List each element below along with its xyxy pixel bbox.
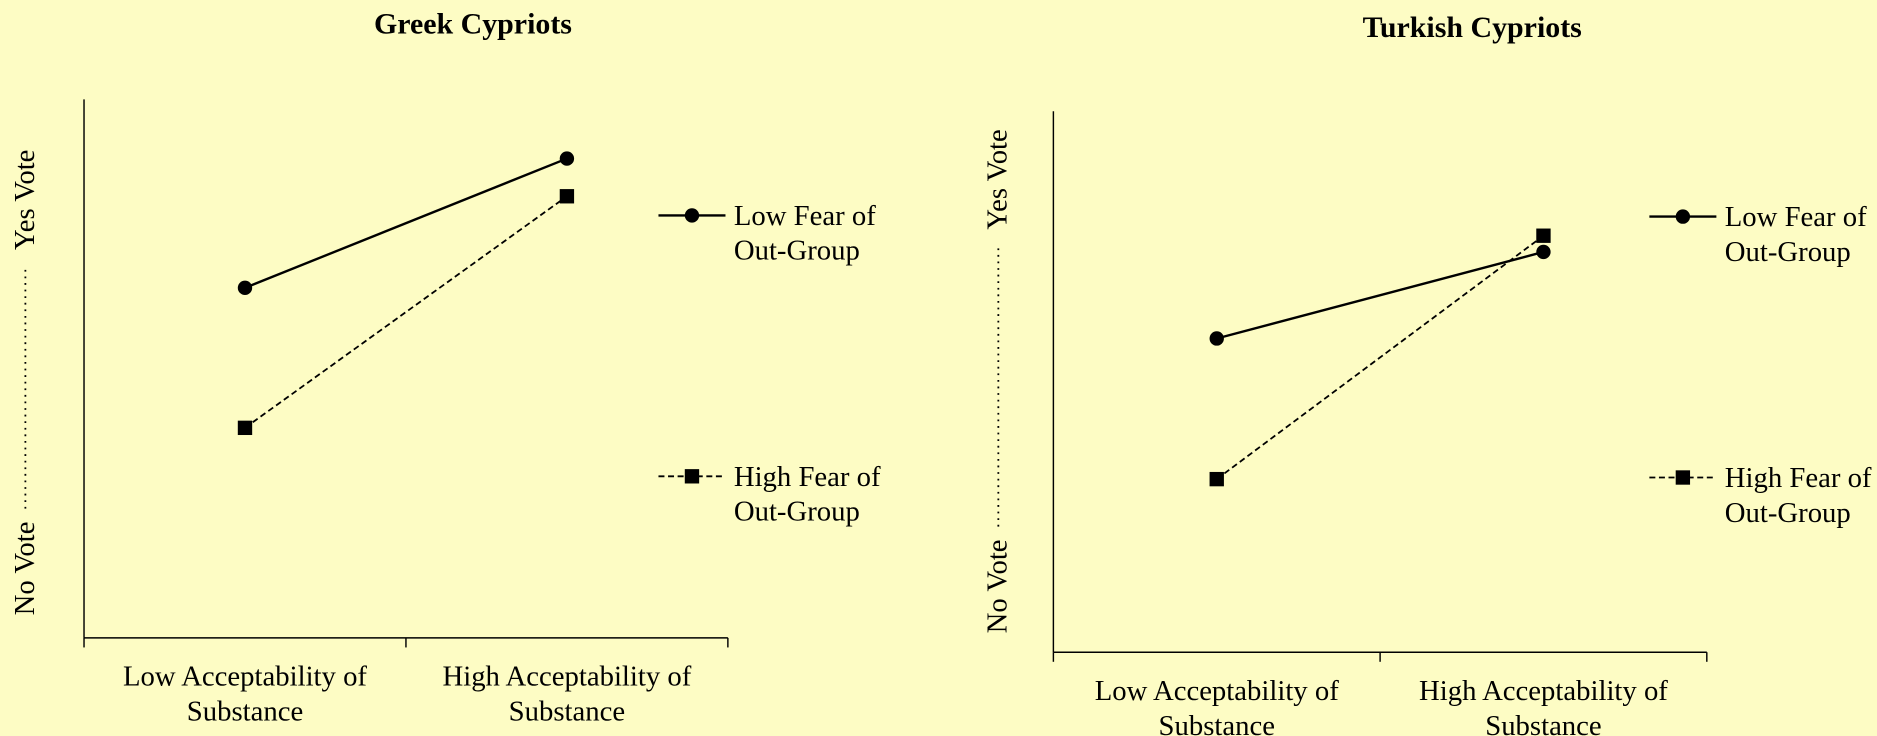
marker <box>237 280 253 295</box>
marker <box>1209 331 1224 346</box>
legend-label-line: Low Fear of <box>1725 201 1867 233</box>
legend-label: Low Fear of Out-Group <box>734 200 876 267</box>
legend-marker <box>684 208 700 223</box>
y-axis-label: No Vote <box>982 539 1014 633</box>
x-tick-label: Low Acceptability of Substance <box>1095 675 1339 736</box>
line <box>1216 234 1544 480</box>
legend-marker <box>1675 470 1691 485</box>
chart-title: Greek Cypriots <box>374 8 572 41</box>
marker <box>1536 244 1551 260</box>
legend-label-line: Out-Group <box>734 496 860 528</box>
line <box>244 195 568 429</box>
y-axis-label: Yes Vote <box>9 150 41 251</box>
legend-label: High Fear of Out-Group <box>734 461 881 528</box>
legend-marker <box>1675 209 1691 224</box>
x-tick-label-line: Substance <box>187 695 303 727</box>
chart-title: Turkish Cypriots <box>1363 11 1582 44</box>
legend-label-line: Out-Group <box>1725 497 1851 529</box>
legend-label-line: High Fear of <box>1725 462 1872 494</box>
x-tick-label-line: High Acceptability of <box>442 661 691 693</box>
x-tick-label-line: Substance <box>1159 710 1275 736</box>
legend-label: High Fear of Out-Group <box>1725 462 1872 529</box>
x-tick-label-line: Low Acceptability of <box>1095 675 1339 707</box>
line <box>244 157 568 289</box>
marker <box>559 189 575 204</box>
x-tick-label: High Acceptability of Substance <box>1419 675 1668 736</box>
x-tick-label-line: High Acceptability of <box>1419 675 1668 707</box>
x-tick-label: High Acceptability of Substance <box>442 661 691 728</box>
legend-label: Low Fear of Out-Group <box>1725 201 1867 268</box>
legend-label-line: Out-Group <box>1725 236 1851 268</box>
line <box>1216 250 1544 340</box>
legend-label-line: High Fear of <box>734 461 881 493</box>
y-axis-label: Yes Vote <box>982 129 1014 230</box>
marker <box>237 420 253 436</box>
x-tick-label-line: Substance <box>509 695 625 727</box>
x-tick-label-line: Substance <box>1485 710 1601 736</box>
x-tick-label: Low Acceptability of Substance <box>123 661 367 728</box>
marker <box>1536 228 1551 243</box>
x-tick-label-line: Low Acceptability of <box>123 661 367 693</box>
legend-label-line: Low Fear of <box>734 200 876 232</box>
legend-label-line: Out-Group <box>734 235 860 267</box>
y-axis-label: No Vote <box>9 522 41 616</box>
marker <box>1209 471 1224 487</box>
marker <box>559 151 575 166</box>
legend-marker <box>684 469 700 484</box>
